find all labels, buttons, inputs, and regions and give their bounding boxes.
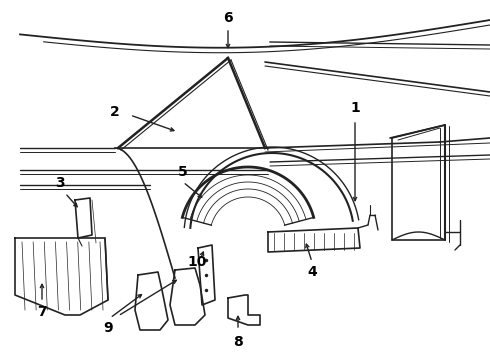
Text: 6: 6 xyxy=(223,11,233,25)
Text: 7: 7 xyxy=(37,305,47,319)
Text: 3: 3 xyxy=(55,176,65,190)
Text: 4: 4 xyxy=(307,265,317,279)
Text: 10: 10 xyxy=(187,255,207,269)
Text: 9: 9 xyxy=(103,321,113,335)
Text: 8: 8 xyxy=(233,335,243,349)
Text: 2: 2 xyxy=(110,105,120,119)
Text: 5: 5 xyxy=(178,165,188,179)
Text: 1: 1 xyxy=(350,101,360,115)
